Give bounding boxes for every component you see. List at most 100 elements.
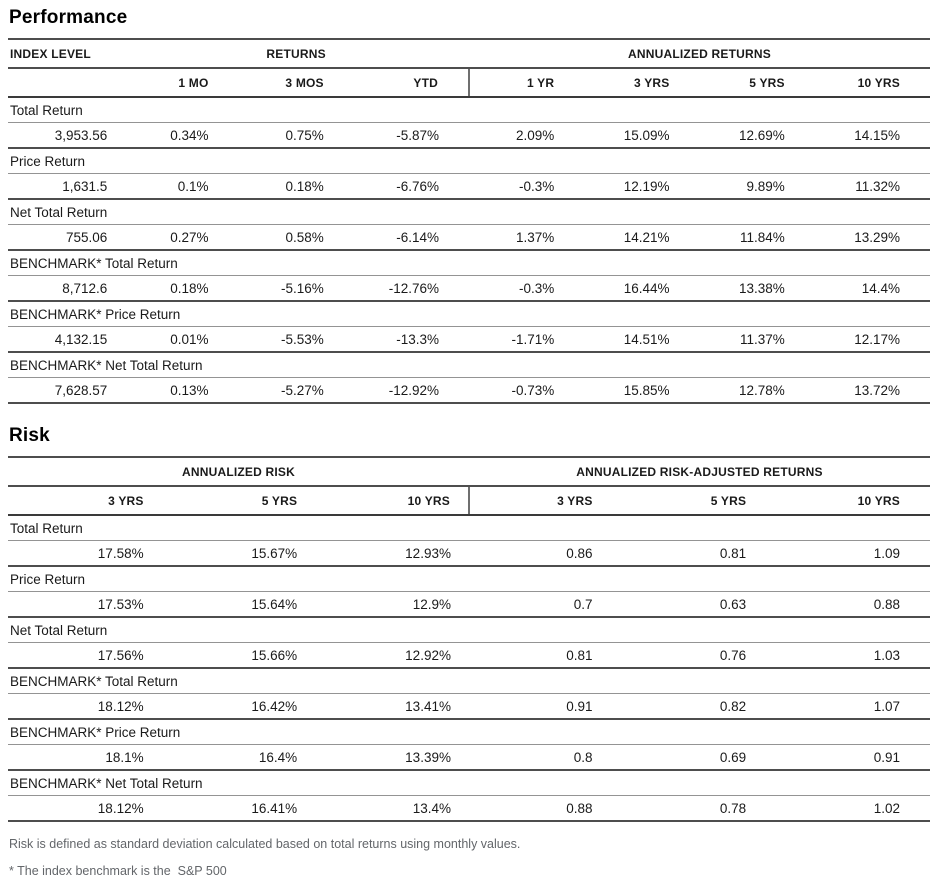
value-cell: 7,628.57 xyxy=(8,377,124,404)
table-row: 1,631.5 0.1% 0.18% -6.76% -0.3% 12.19% 9… xyxy=(8,173,930,200)
value-cell: 14.21% xyxy=(584,224,700,251)
table-row: Net Total Return xyxy=(8,617,930,643)
risk-subheader-row: 3 YRS 5 YRS 10 YRS 3 YRS 5 YRS 10 YRS xyxy=(8,486,930,516)
risk-group-header-row: ANNUALIZED RISK ANNUALIZED RISK-ADJUSTED… xyxy=(8,456,930,487)
value-cell: 0.58% xyxy=(238,224,354,251)
value-cell: -1.71% xyxy=(469,326,585,353)
value-cell: 0.75% xyxy=(238,122,354,149)
column-header-risk-5yrs: 5 YRS xyxy=(161,486,316,516)
table-row: BENCHMARK* Price Return xyxy=(8,719,930,745)
value-cell: 4,132.15 xyxy=(8,326,124,353)
table-row: 17.56% 15.66% 12.92% 0.81 0.76 1.03 xyxy=(8,642,930,669)
value-cell: 12.9% xyxy=(315,591,469,618)
row-label: Total Return xyxy=(8,97,930,123)
value-cell: 13.38% xyxy=(699,275,815,302)
value-cell: 18.1% xyxy=(8,744,162,771)
value-cell: 13.4% xyxy=(315,795,469,822)
performance-table: INDEX LEVEL RETURNS ANNUALIZED RETURNS 1… xyxy=(8,38,930,404)
table-row: 18.12% 16.41% 13.4% 0.88 0.78 1.02 xyxy=(8,795,930,822)
value-cell: 12.93% xyxy=(315,540,469,567)
risk-table: ANNUALIZED RISK ANNUALIZED RISK-ADJUSTED… xyxy=(8,456,930,822)
value-cell: 12.92% xyxy=(315,642,469,669)
annualized-risk-group-header: ANNUALIZED RISK xyxy=(8,456,469,487)
value-cell: 0.18% xyxy=(238,173,354,200)
row-label: Total Return xyxy=(8,515,930,541)
column-header-adj-3yrs: 3 YRS xyxy=(467,486,623,516)
value-cell: 11.84% xyxy=(699,224,815,251)
value-cell: 0.34% xyxy=(123,122,239,149)
row-label: BENCHMARK* Net Total Return xyxy=(8,352,930,378)
risk-section-title: Risk xyxy=(9,425,50,446)
table-row: 17.58% 15.67% 12.93% 0.86 0.81 1.09 xyxy=(8,540,930,567)
value-cell: 1.09 xyxy=(776,540,930,567)
value-cell: 14.4% xyxy=(814,275,930,302)
table-row: 17.53% 15.64% 12.9% 0.7 0.63 0.88 xyxy=(8,591,930,618)
column-header-adj-5yrs: 5 YRS xyxy=(622,486,777,516)
row-label: Net Total Return xyxy=(8,617,930,643)
table-row: Total Return xyxy=(8,97,930,123)
value-cell: 0.82 xyxy=(622,693,777,720)
value-cell: 0.27% xyxy=(123,224,239,251)
column-header-adj-10yrs: 10 YRS xyxy=(776,486,930,516)
table-row: Total Return xyxy=(8,515,930,541)
table-row: BENCHMARK* Price Return xyxy=(8,301,930,327)
table-row: 8,712.6 0.18% -5.16% -12.76% -0.3% 16.44… xyxy=(8,275,930,302)
row-label: BENCHMARK* Total Return xyxy=(8,250,930,276)
value-cell: 14.15% xyxy=(814,122,930,149)
value-cell: 1.02 xyxy=(776,795,930,822)
value-cell: 755.06 xyxy=(8,224,124,251)
value-cell: 0.63 xyxy=(622,591,777,618)
value-cell: -12.76% xyxy=(353,275,469,302)
value-cell: 0.88 xyxy=(468,795,623,822)
value-cell: 17.53% xyxy=(8,591,162,618)
value-cell: 1.03 xyxy=(776,642,930,669)
performance-group-header-row: INDEX LEVEL RETURNS ANNUALIZED RETURNS xyxy=(8,38,930,69)
value-cell: 12.19% xyxy=(584,173,700,200)
column-header-3mos: 3 MOS xyxy=(238,68,354,98)
column-header-10yrs: 10 YRS xyxy=(814,68,930,98)
table-row: 3,953.56 0.34% 0.75% -5.87% 2.09% 15.09%… xyxy=(8,122,930,149)
row-label: BENCHMARK* Price Return xyxy=(8,301,930,327)
value-cell: 16.42% xyxy=(161,693,316,720)
value-cell: 11.37% xyxy=(699,326,815,353)
table-row: 18.12% 16.42% 13.41% 0.91 0.82 1.07 xyxy=(8,693,930,720)
value-cell: 0.78 xyxy=(622,795,777,822)
table-row: Net Total Return xyxy=(8,199,930,225)
column-header-risk-3yrs: 3 YRS xyxy=(8,486,162,516)
value-cell: 1.07 xyxy=(776,693,930,720)
value-cell: 17.58% xyxy=(8,540,162,567)
value-cell: 15.64% xyxy=(161,591,316,618)
value-cell: -6.14% xyxy=(353,224,469,251)
performance-section-title: Performance xyxy=(9,7,128,28)
table-row: 4,132.15 0.01% -5.53% -13.3% -1.71% 14.5… xyxy=(8,326,930,353)
risk-definition-footnote: Risk is defined as standard deviation ca… xyxy=(9,837,521,851)
value-cell: 15.09% xyxy=(584,122,700,149)
value-cell: 15.66% xyxy=(161,642,316,669)
column-header-5yrs: 5 YRS xyxy=(699,68,815,98)
annualized-returns-group-header: ANNUALIZED RETURNS xyxy=(469,38,930,69)
value-cell: 11.32% xyxy=(814,173,930,200)
value-cell: 12.17% xyxy=(814,326,930,353)
table-row: Price Return xyxy=(8,148,930,174)
value-cell: 16.41% xyxy=(161,795,316,822)
value-cell: 0.8 xyxy=(468,744,623,771)
value-cell: 13.29% xyxy=(814,224,930,251)
row-label: BENCHMARK* Total Return xyxy=(8,668,930,694)
value-cell: 13.41% xyxy=(315,693,469,720)
value-cell: 0.1% xyxy=(123,173,239,200)
table-row: BENCHMARK* Total Return xyxy=(8,250,930,276)
table-row: 7,628.57 0.13% -5.27% -12.92% -0.73% 15.… xyxy=(8,377,930,404)
value-cell: 0.91 xyxy=(776,744,930,771)
value-cell: -5.27% xyxy=(238,377,354,404)
value-cell: -6.76% xyxy=(353,173,469,200)
value-cell: 8,712.6 xyxy=(8,275,124,302)
index-level-header: INDEX LEVEL xyxy=(8,38,124,69)
table-row: BENCHMARK* Net Total Return xyxy=(8,352,930,378)
risk-adjusted-returns-group-header: ANNUALIZED RISK-ADJUSTED RETURNS xyxy=(468,456,930,487)
value-cell: 17.56% xyxy=(8,642,162,669)
value-cell: -0.3% xyxy=(469,275,585,302)
table-row: BENCHMARK* Total Return xyxy=(8,668,930,694)
column-header-1mo: 1 MO xyxy=(123,68,239,98)
row-label: Price Return xyxy=(8,148,930,174)
